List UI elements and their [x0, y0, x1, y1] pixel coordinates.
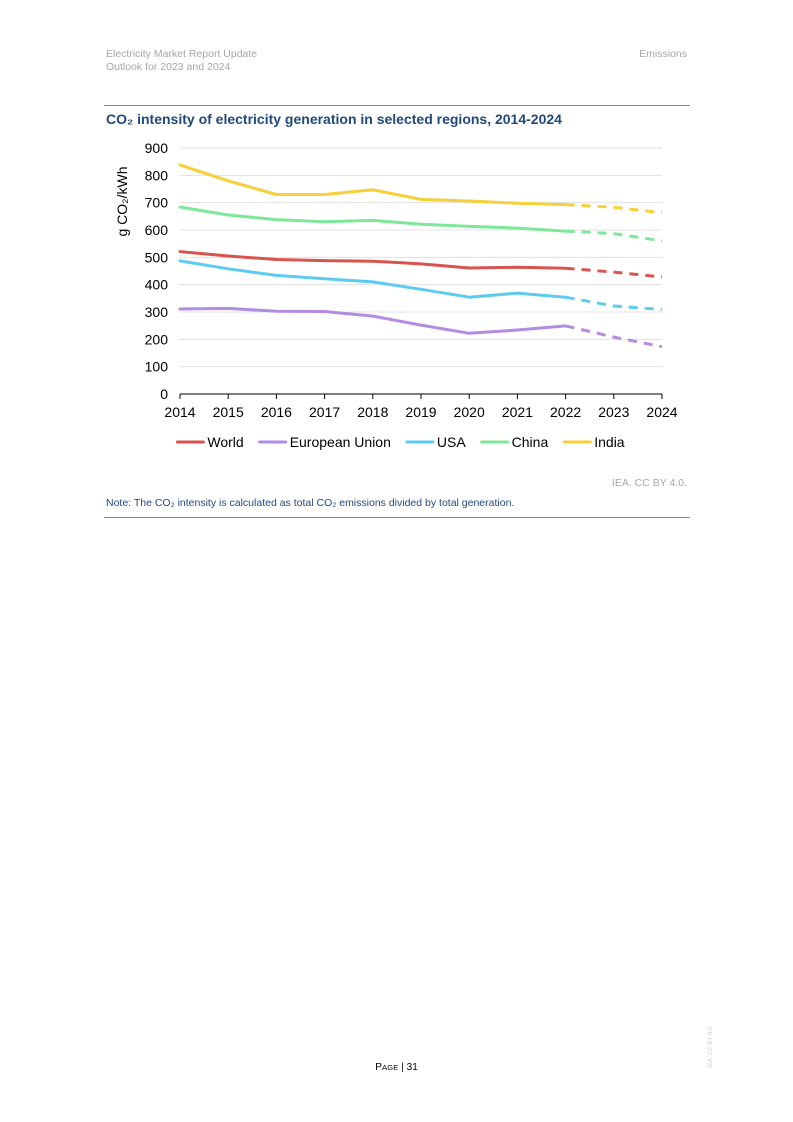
series-forecast-line-european-union	[565, 324, 663, 349]
y-tick-label: 800	[145, 167, 169, 183]
legend-label-world: World	[207, 434, 243, 450]
legend-label-china: China	[512, 434, 549, 450]
x-tick-label: 2022	[550, 404, 581, 420]
y-tick-label: 200	[145, 331, 169, 347]
y-axis-title: g CO₂/kWh	[114, 167, 130, 237]
y-tick-label: 100	[145, 359, 169, 375]
x-tick-label: 2021	[502, 404, 533, 420]
y-tick-label: 600	[145, 222, 169, 238]
x-tick-label: 2024	[646, 404, 677, 420]
x-tick-label: 2015	[213, 404, 244, 420]
line-chart: 0 100 200 300 400 500 600 700 800 900 2014 2015 2016…	[114, 140, 678, 450]
page-label: PAGE	[375, 1062, 399, 1073]
y-tick-label: 900	[145, 140, 169, 156]
legend: World European Union USA China India	[175, 434, 625, 450]
y-tick-label: 300	[145, 304, 169, 320]
page-number: 31	[406, 1062, 418, 1073]
y-tick-label: 0	[160, 386, 168, 402]
report-header: Electricity Market Report Update Outlook…	[106, 48, 257, 74]
series-forecast-line-usa	[565, 295, 663, 311]
report-subtitle: Outlook for 2023 and 2024	[106, 61, 231, 73]
x-tick-label: 2023	[598, 404, 629, 420]
series-line-usa	[178, 259, 568, 299]
series-forecast-line-china	[565, 229, 663, 243]
y-tick-label: 500	[145, 249, 169, 265]
x-tick-label: 2017	[309, 404, 340, 420]
legend-label-india: India	[594, 434, 625, 450]
bottom-rule	[104, 517, 690, 518]
legend-label-european-union: European Union	[290, 434, 391, 450]
x-tick-label: 2019	[405, 404, 436, 420]
source-credit: IEA. CC BY 4.0.	[611, 477, 687, 489]
side-watermark: IEA. CC BY 4.0.	[708, 1025, 714, 1068]
series-line-european-union	[178, 306, 568, 335]
x-tick-label: 2016	[261, 404, 292, 420]
series-line-world	[178, 250, 568, 270]
x-tick-label: 2018	[357, 404, 388, 420]
series-line-china	[178, 205, 568, 233]
y-tick-label: 400	[145, 277, 169, 293]
top-rule	[104, 105, 690, 106]
x-tick-label: 2014	[164, 404, 195, 420]
section-name: Emissions	[639, 48, 687, 60]
series-lines	[178, 163, 663, 349]
chart-title: CO₂ intensity of electricity generation …	[106, 111, 562, 127]
chart-note: Note: The CO₂ intensity is calculated as…	[106, 497, 515, 509]
x-tick-label: 2020	[454, 404, 485, 420]
series-forecast-line-india	[565, 203, 663, 215]
page-footer: PAGE | 31	[375, 1062, 418, 1073]
axes: 0 100 200 300 400 500 600 700 800 900 2014 2015 2016…	[114, 140, 678, 420]
series-line-india	[178, 163, 568, 207]
legend-label-usa: USA	[437, 434, 466, 450]
series-forecast-line-world	[565, 266, 663, 279]
y-tick-label: 700	[145, 195, 169, 211]
report-title: Electricity Market Report Update	[106, 48, 258, 60]
